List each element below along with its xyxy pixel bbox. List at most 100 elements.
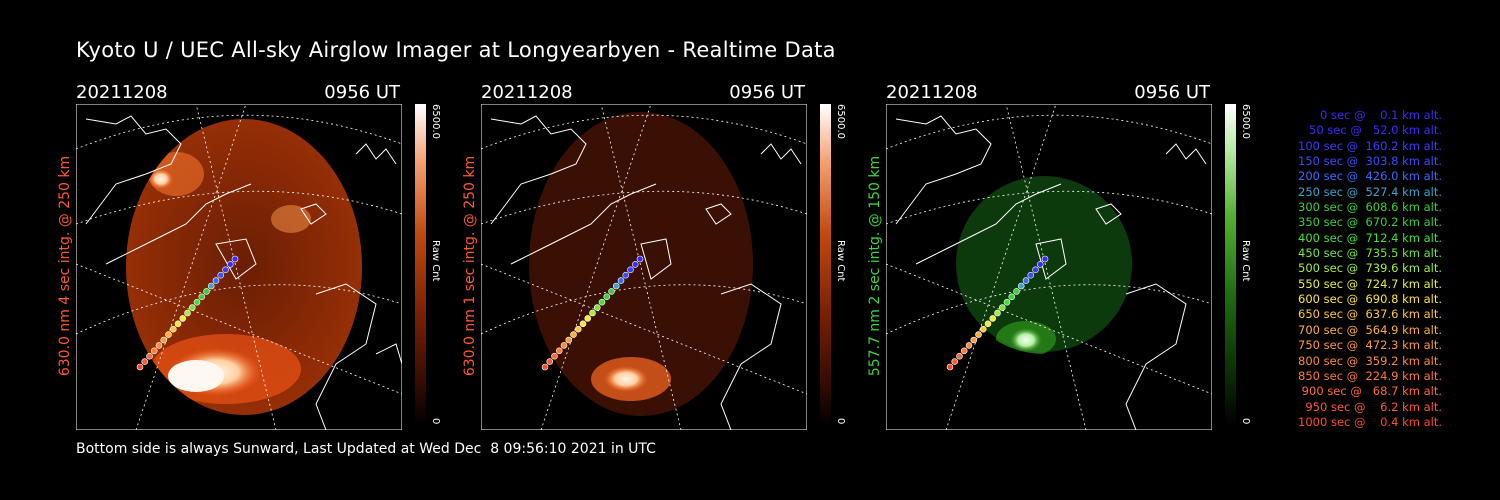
panel-1-time: 0956 UT bbox=[324, 82, 400, 103]
trajectory-point bbox=[165, 331, 172, 338]
trajectory-point bbox=[617, 277, 625, 284]
trajectory-point bbox=[193, 298, 201, 306]
trajectory-point bbox=[589, 309, 596, 317]
trajectory-point bbox=[541, 363, 549, 371]
trajectory-point bbox=[984, 320, 992, 328]
trajectory-point bbox=[146, 352, 153, 360]
legend-entry: 50 sec @ 52.0 km alt. bbox=[1301, 123, 1442, 138]
legend-entry: 350 sec @ 670.2 km alt. bbox=[1294, 215, 1442, 230]
legend-entry: 750 sec @ 472.3 km alt. bbox=[1294, 338, 1442, 353]
panel-2-image bbox=[480, 103, 808, 431]
trajectory-point bbox=[1003, 298, 1011, 306]
altitude-legend: 0 sec @ 0.1 km alt. 50 sec @ 52.0 km alt… bbox=[1262, 108, 1442, 430]
panel-2-colorbar bbox=[820, 104, 831, 426]
trajectory-point bbox=[603, 293, 611, 301]
footer-note: Bottom side is always Sunward, Last Upda… bbox=[76, 441, 656, 457]
legend-entry: 850 sec @ 224.9 km alt. bbox=[1294, 368, 1442, 383]
trajectory-point bbox=[965, 342, 973, 349]
legend-entry: 0 sec @ 0.1 km alt. bbox=[1309, 108, 1442, 122]
panel-3-image bbox=[885, 103, 1213, 431]
trajectory-point bbox=[1017, 282, 1025, 290]
trajectory-point bbox=[169, 325, 177, 333]
trajectory-point bbox=[975, 331, 982, 338]
legend-entry: 600 sec @ 690.8 km alt. bbox=[1294, 292, 1442, 307]
legend-entry: 950 sec @ 6.2 km alt. bbox=[1301, 399, 1442, 414]
trajectory-point bbox=[574, 325, 582, 333]
legend-entry: 300 sec @ 608.6 km alt. bbox=[1294, 200, 1442, 215]
legend-entry: 200 sec @ 426.0 km alt. bbox=[1294, 169, 1442, 184]
trajectory-point bbox=[565, 336, 573, 344]
trajectory-point bbox=[560, 342, 568, 349]
trajectory-point bbox=[226, 261, 234, 268]
trajectory-point bbox=[207, 282, 215, 290]
panel-3-colorbar bbox=[1225, 104, 1236, 426]
panel-1-colorbar bbox=[415, 104, 426, 426]
trajectory-point bbox=[222, 266, 229, 274]
panel-3-date: 20211208 bbox=[886, 82, 978, 103]
trajectory-point bbox=[946, 363, 954, 371]
trajectory-point bbox=[598, 298, 606, 306]
trajectory-point bbox=[579, 320, 587, 328]
trajectory-point bbox=[956, 352, 963, 360]
trajectory-point bbox=[1032, 266, 1039, 274]
trajectory-point bbox=[551, 352, 558, 360]
trajectory-point bbox=[174, 320, 182, 328]
trajectory-point bbox=[627, 266, 634, 274]
panel-1-image bbox=[75, 103, 403, 431]
legend-entry: 250 sec @ 527.4 km alt. bbox=[1294, 184, 1442, 199]
trajectory-point bbox=[198, 293, 206, 301]
legend-entry: 400 sec @ 712.4 km alt. bbox=[1294, 230, 1442, 245]
page-title: Kyoto U / UEC All-sky Airglow Imager at … bbox=[76, 38, 836, 62]
trajectory-point bbox=[998, 304, 1006, 311]
panel-1-date: 20211208 bbox=[76, 82, 168, 103]
panel-3-time: 0956 UT bbox=[1134, 82, 1210, 103]
trajectory-point bbox=[203, 288, 210, 295]
trajectory-point bbox=[212, 277, 220, 284]
legend-entry: 700 sec @ 564.9 km alt. bbox=[1294, 322, 1442, 337]
trajectory-point bbox=[631, 261, 639, 268]
trajectory-point bbox=[960, 347, 968, 355]
legend-entry: 100 sec @ 160.2 km alt. bbox=[1294, 138, 1442, 153]
trajectory-point bbox=[160, 336, 168, 344]
trajectory-point bbox=[141, 358, 149, 365]
trajectory-point bbox=[188, 304, 196, 311]
legend-entry: 550 sec @ 724.7 km alt. bbox=[1294, 276, 1442, 291]
trajectory-point bbox=[1008, 293, 1016, 301]
trajectory-point bbox=[217, 271, 225, 279]
trajectory-point bbox=[231, 255, 239, 263]
trajectory-point bbox=[184, 309, 191, 317]
legend-entry: 650 sec @ 637.6 km alt. bbox=[1294, 307, 1442, 322]
trajectory-point bbox=[179, 315, 187, 322]
trajectory-point bbox=[570, 331, 577, 338]
trajectory-point bbox=[584, 315, 592, 322]
trajectory-point bbox=[989, 315, 997, 322]
legend-entry: 500 sec @ 739.6 km alt. bbox=[1294, 261, 1442, 276]
panel-2-time: 0956 UT bbox=[729, 82, 805, 103]
legend-entry: 1000 sec @ 0.4 km alt. bbox=[1298, 414, 1442, 429]
trajectory-point bbox=[622, 271, 630, 279]
trajectory-point bbox=[612, 282, 620, 290]
trajectory-point bbox=[150, 347, 158, 355]
legend-entry: 450 sec @ 735.5 km alt. bbox=[1294, 246, 1442, 261]
legend-entry: 150 sec @ 303.8 km alt. bbox=[1294, 154, 1442, 169]
trajectory-point bbox=[136, 363, 144, 371]
trajectory-point bbox=[951, 358, 959, 365]
trajectory-point bbox=[546, 358, 554, 365]
trajectory-point bbox=[979, 325, 987, 333]
trajectory-point bbox=[1027, 271, 1035, 279]
trajectory-point bbox=[1036, 261, 1044, 268]
trajectory-point bbox=[636, 255, 644, 263]
trajectory-point bbox=[994, 309, 1001, 317]
trajectory-point bbox=[555, 347, 563, 355]
trajectory-point bbox=[970, 336, 978, 344]
panel-2-date: 20211208 bbox=[481, 82, 573, 103]
trajectory-point bbox=[608, 288, 615, 295]
legend-entry: 800 sec @ 359.2 km alt. bbox=[1294, 353, 1442, 368]
trajectory-point bbox=[1022, 277, 1030, 284]
trajectory-point bbox=[593, 304, 601, 311]
trajectory-point bbox=[1041, 255, 1049, 263]
legend-entry: 900 sec @ 68.7 km alt. bbox=[1298, 384, 1442, 399]
trajectory-point bbox=[155, 342, 163, 349]
trajectory-point bbox=[1013, 288, 1020, 295]
